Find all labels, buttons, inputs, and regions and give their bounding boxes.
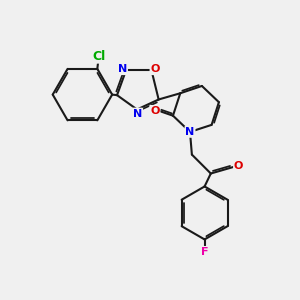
Text: Cl: Cl xyxy=(92,50,105,63)
Text: O: O xyxy=(150,64,160,74)
Text: N: N xyxy=(118,64,127,74)
Text: N: N xyxy=(185,127,195,137)
Text: O: O xyxy=(234,161,243,171)
Text: O: O xyxy=(150,106,160,116)
Text: N: N xyxy=(133,109,142,118)
Text: F: F xyxy=(201,247,208,257)
